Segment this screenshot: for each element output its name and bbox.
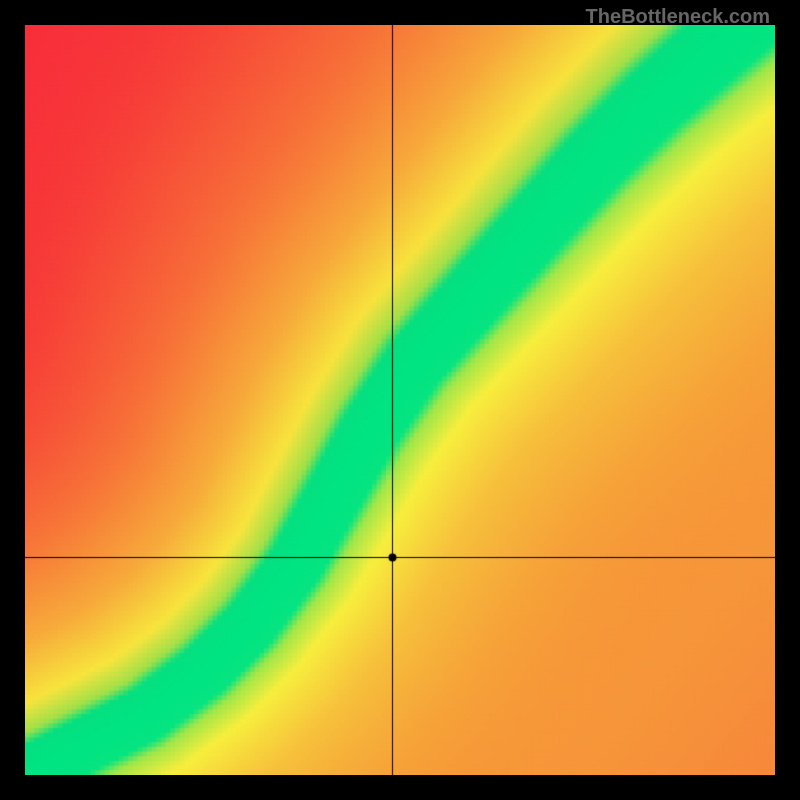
bottleneck-heatmap [25, 25, 775, 775]
chart-container: TheBottleneck.com [0, 0, 800, 800]
watermark-text: TheBottleneck.com [586, 6, 770, 29]
